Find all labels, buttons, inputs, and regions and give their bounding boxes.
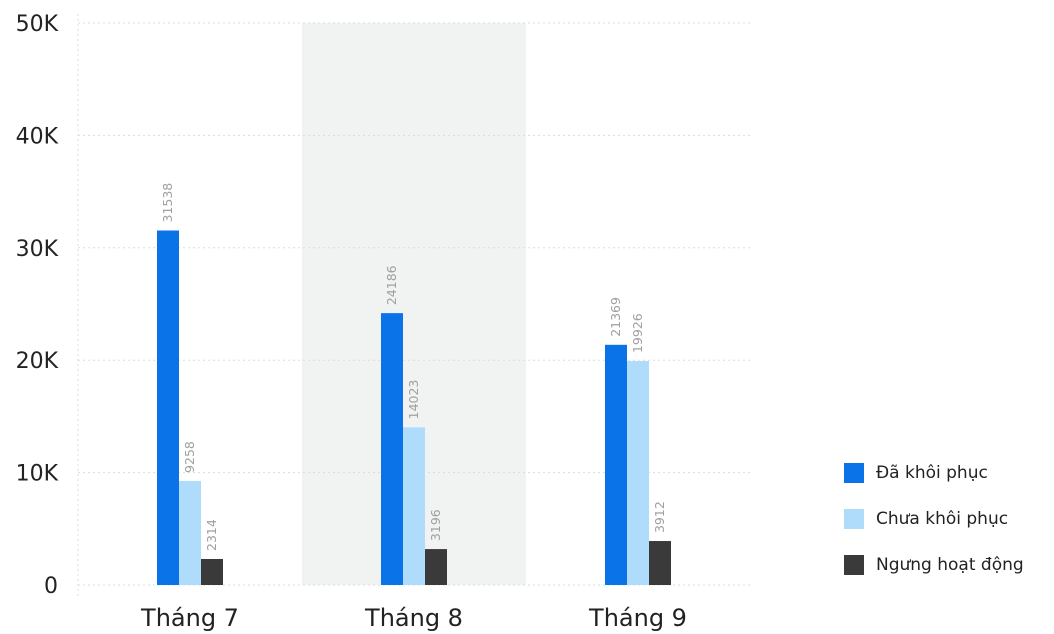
bar[interactable] <box>157 230 179 585</box>
bar[interactable] <box>605 344 627 585</box>
data-label: 3196 <box>428 509 443 541</box>
legend-label-0: Đã khôi phục <box>876 463 988 483</box>
y-tick-label: 50K <box>16 12 59 37</box>
data-label: 24186 <box>384 265 399 305</box>
x-tick-label: Tháng 7 <box>140 604 239 632</box>
y-tick-label: 40K <box>16 124 59 149</box>
data-label: 3912 <box>652 501 667 533</box>
x-tick-label: Tháng 9 <box>588 604 687 632</box>
bar[interactable] <box>201 558 223 585</box>
bar[interactable] <box>381 313 403 585</box>
bar[interactable] <box>425 549 447 585</box>
legend-swatch-0 <box>844 463 864 483</box>
bar[interactable] <box>403 427 425 585</box>
y-tick-label: 0 <box>44 574 58 599</box>
legend-label-2: Ngưng hoạt động <box>876 555 1024 575</box>
legend-item-2[interactable]: Ngưng hoạt động <box>844 554 1024 576</box>
legend-item-1[interactable]: Chưa khôi phục <box>844 508 1024 530</box>
y-tick-label: 10K <box>16 462 59 487</box>
legend-swatch-1 <box>844 509 864 529</box>
data-label: 19926 <box>630 313 645 353</box>
data-label: 31538 <box>160 183 175 223</box>
bar[interactable] <box>627 361 649 585</box>
legend-label-1: Chưa khôi phục <box>876 509 1009 529</box>
bar[interactable] <box>649 541 671 585</box>
y-tick-label: 20K <box>16 349 59 374</box>
y-tick-label: 30K <box>16 237 59 262</box>
bar[interactable] <box>179 480 201 585</box>
data-label: 9258 <box>182 441 197 473</box>
data-label: 21369 <box>608 297 623 337</box>
data-label: 14023 <box>406 380 421 420</box>
legend-swatch-2 <box>844 555 864 575</box>
legend-item-0[interactable]: Đã khôi phục <box>844 462 1024 484</box>
x-tick-label: Tháng 8 <box>364 604 463 632</box>
data-label: 2314 <box>204 519 219 551</box>
legend: Đã khôi phục Chưa khôi phục Ngưng hoạt đ… <box>844 462 1024 600</box>
